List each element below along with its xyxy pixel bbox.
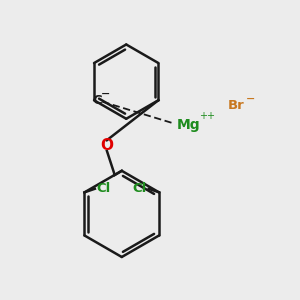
Text: O: O xyxy=(100,138,113,153)
Text: Br: Br xyxy=(228,99,244,112)
Text: Cl: Cl xyxy=(133,182,147,195)
Text: −: − xyxy=(246,94,255,104)
Text: ++: ++ xyxy=(199,111,215,122)
Text: −: − xyxy=(101,89,111,99)
Text: Mg: Mg xyxy=(177,118,200,132)
Text: Cl: Cl xyxy=(97,182,111,195)
Text: C: C xyxy=(92,94,102,107)
